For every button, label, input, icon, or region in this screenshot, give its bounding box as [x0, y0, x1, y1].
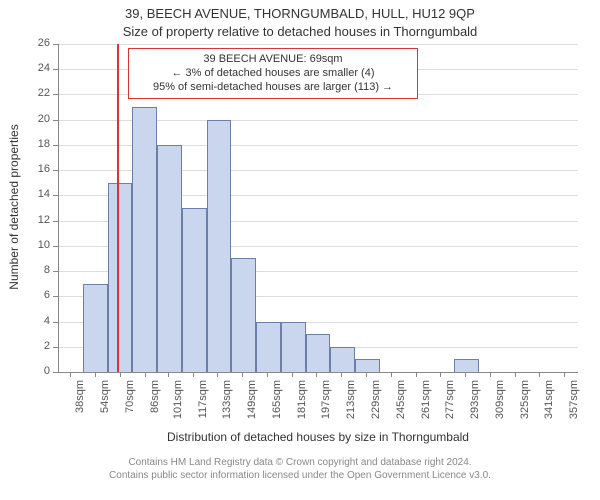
y-tick-label: 6 [28, 289, 50, 301]
y-axis-line [58, 44, 59, 372]
x-tick-mark [120, 372, 121, 377]
x-tick-mark [316, 372, 317, 377]
y-axis-label: Number of detached properties [7, 107, 21, 307]
x-tick-label: 341sqm [543, 380, 555, 430]
x-tick-mark [145, 372, 146, 377]
y-tick-label: 2 [28, 340, 50, 352]
y-tick-label: 20 [28, 113, 50, 125]
x-tick-label: 261sqm [420, 380, 432, 430]
chart-title-address: 39, BEECH AVENUE, THORNGUMBALD, HULL, HU… [0, 6, 600, 21]
x-tick-mark [242, 372, 243, 377]
x-tick-mark [267, 372, 268, 377]
footer-line-1: Contains HM Land Registry data © Crown c… [0, 456, 600, 469]
y-tick-label: 0 [28, 365, 50, 377]
x-tick-label: 277sqm [444, 380, 456, 430]
histogram-bar [207, 120, 232, 372]
x-tick-mark [564, 372, 565, 377]
x-axis-label: Distribution of detached houses by size … [58, 430, 578, 444]
x-tick-label: 117sqm [197, 380, 209, 430]
annotation-box: 39 BEECH AVENUE: 69sqm← 3% of detached h… [128, 48, 418, 99]
x-tick-mark [539, 372, 540, 377]
x-tick-mark [292, 372, 293, 377]
x-tick-mark [95, 372, 96, 377]
y-tick-label: 4 [28, 315, 50, 327]
x-tick-mark [490, 372, 491, 377]
y-tick-label: 10 [28, 239, 50, 251]
x-tick-mark [465, 372, 466, 377]
x-tick-label: 101sqm [172, 380, 184, 430]
y-tick-label: 18 [28, 138, 50, 150]
x-tick-mark [217, 372, 218, 377]
x-tick-mark [366, 372, 367, 377]
histogram-bar [355, 359, 380, 372]
annotation-line: 95% of semi-detached houses are larger (… [137, 81, 409, 95]
x-tick-label: 213sqm [345, 380, 357, 430]
x-tick-mark [341, 372, 342, 377]
histogram-bar [256, 322, 281, 372]
x-tick-label: 325sqm [519, 380, 531, 430]
y-tick-label: 14 [28, 188, 50, 200]
x-tick-label: 38sqm [74, 380, 86, 430]
x-tick-mark [416, 372, 417, 377]
y-tick-label: 8 [28, 264, 50, 276]
histogram-bar [108, 183, 133, 372]
x-tick-label: 181sqm [296, 380, 308, 430]
x-tick-label: 165sqm [271, 380, 283, 430]
x-tick-label: 293sqm [469, 380, 481, 430]
grid-line [58, 44, 578, 45]
x-tick-label: 357sqm [568, 380, 580, 430]
x-tick-mark [440, 372, 441, 377]
y-tick-label: 24 [28, 62, 50, 74]
footer-credits: Contains HM Land Registry data © Crown c… [0, 456, 600, 482]
x-tick-label: 133sqm [221, 380, 233, 430]
x-tick-mark [193, 372, 194, 377]
histogram-bar [281, 322, 306, 372]
annotation-line: 39 BEECH AVENUE: 69sqm [137, 53, 409, 67]
footer-line-2: Contains public sector information licen… [0, 469, 600, 482]
chart-container: { "titles": { "line1": "39, BEECH AVENUE… [0, 0, 600, 500]
histogram-bar [132, 107, 157, 372]
x-tick-mark [70, 372, 71, 377]
x-tick-mark [391, 372, 392, 377]
chart-title-subtitle: Size of property relative to detached ho… [0, 24, 600, 39]
x-tick-label: 197sqm [320, 380, 332, 430]
histogram-bar [330, 347, 355, 372]
histogram-bar [231, 258, 256, 372]
x-tick-label: 245sqm [395, 380, 407, 430]
y-tick-label: 22 [28, 87, 50, 99]
x-tick-label: 54sqm [99, 380, 111, 430]
y-tick-label: 16 [28, 163, 50, 175]
x-tick-label: 229sqm [370, 380, 382, 430]
x-axis-line [58, 372, 578, 373]
histogram-bar [83, 284, 108, 372]
annotation-line: ← 3% of detached houses are smaller (4) [137, 67, 409, 81]
histogram-bar [306, 334, 331, 372]
y-tick-label: 26 [28, 37, 50, 49]
x-tick-label: 149sqm [246, 380, 258, 430]
x-tick-label: 309sqm [494, 380, 506, 430]
x-tick-label: 70sqm [124, 380, 136, 430]
x-tick-mark [168, 372, 169, 377]
histogram-bar [454, 359, 479, 372]
histogram-bar [157, 145, 182, 372]
reference-line [117, 44, 119, 372]
x-tick-label: 86sqm [149, 380, 161, 430]
x-tick-mark [515, 372, 516, 377]
histogram-bar [182, 208, 207, 372]
y-tick-label: 12 [28, 214, 50, 226]
